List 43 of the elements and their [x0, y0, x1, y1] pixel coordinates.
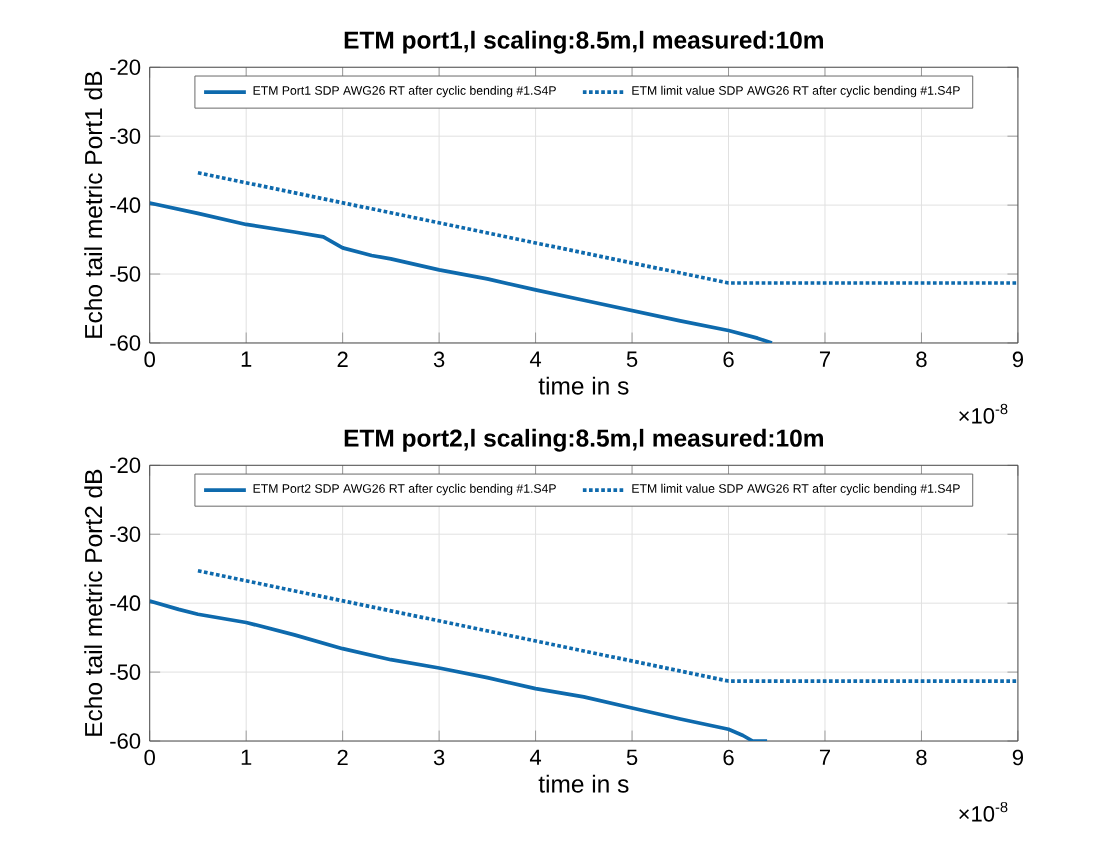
x-tick-label: 3 — [433, 749, 445, 766]
y-tick-label: -60 — [110, 335, 141, 351]
x-tick-label: 5 — [626, 749, 638, 766]
legend-label: ETM limit value SDP AWG26 RT after cyclic bending #1.S4P — [632, 85, 960, 98]
y-axis-title: Echo tail metric Port1 dB — [84, 71, 103, 338]
y-tick-label: -60 — [110, 733, 141, 749]
y-tick-label: -50 — [110, 664, 141, 680]
y-tick-label: -50 — [110, 266, 141, 282]
y-axis-title: Echo tail metric Port2 dB — [84, 469, 103, 736]
x-tick-label: 4 — [529, 749, 542, 765]
x-tick-label: 5 — [626, 351, 638, 367]
x-tick-label: 8 — [916, 351, 927, 368]
x-tick-label: 2 — [337, 351, 348, 367]
x-tick-label: 4 — [529, 351, 542, 367]
y-tick-label: -30 — [110, 128, 141, 144]
chart-title: ETM port2,l scaling:8.5m,l measured:10m — [344, 428, 823, 452]
x-tick-label: 8 — [916, 749, 927, 766]
x-axis-title: time in s — [538, 376, 629, 395]
x-tick-label: 7 — [819, 351, 830, 367]
y-tick-label: -20 — [110, 457, 141, 474]
line-series — [149, 599, 769, 742]
text: ×10$^{-8}$ — [959, 801, 1008, 822]
legend-label: ETM Port1 SDP AWG26 RT after cyclic bending #1.S4P — [253, 85, 556, 98]
y-tick-label: -20 — [110, 59, 141, 76]
x-tick-label: 9 — [1012, 351, 1023, 368]
x-tick-label: 1 — [241, 749, 252, 765]
y-tick-label: -30 — [110, 526, 141, 543]
x-tick-label: 7 — [819, 749, 830, 765]
y-tick-label: -40 — [110, 197, 141, 213]
x-tick-label: 3 — [433, 351, 445, 368]
text: ×10$^{-8}$ — [959, 403, 1008, 424]
legend-label: ETM Port2 SDP AWG26 RT after cyclic bending #1.S4P — [253, 483, 556, 496]
x-axis-title: time in s — [538, 774, 629, 793]
legend-label: ETM limit value SDP AWG26 RT after cyclic bending #1.S4P — [632, 483, 960, 496]
x-tick-label: 6 — [723, 749, 734, 766]
x-tick-label: 6 — [723, 351, 734, 368]
x-tick-label: 1 — [241, 351, 252, 367]
x-tick-label: 0 — [144, 749, 155, 766]
y-tick-label: -40 — [110, 595, 141, 611]
x-tick-label: 2 — [337, 749, 348, 766]
x-tick-label: 9 — [1012, 749, 1023, 766]
chart-title: ETM port1,l scaling:8.5m,l measured:10m — [344, 30, 823, 54]
x-tick-label: 0 — [144, 351, 155, 368]
